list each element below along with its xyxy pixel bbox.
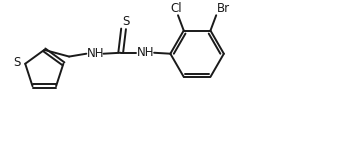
Text: S: S [122, 15, 129, 28]
Text: NH: NH [87, 47, 105, 60]
Text: Br: Br [217, 2, 230, 15]
Text: Cl: Cl [170, 2, 182, 15]
Text: S: S [13, 56, 20, 69]
Text: NH: NH [137, 46, 154, 59]
